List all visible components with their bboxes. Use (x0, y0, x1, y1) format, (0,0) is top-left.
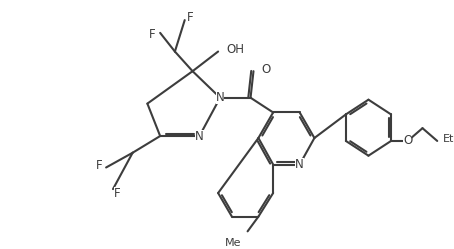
Text: N: N (216, 91, 224, 104)
Text: Et: Et (443, 134, 454, 144)
Text: Me: Me (225, 238, 242, 248)
Text: O: O (262, 63, 271, 76)
Text: N: N (195, 129, 204, 142)
Text: N: N (295, 158, 304, 171)
Text: F: F (95, 159, 102, 172)
Text: OH: OH (226, 43, 244, 56)
Text: F: F (187, 11, 193, 24)
Text: F: F (148, 28, 155, 41)
Text: F: F (114, 187, 121, 199)
Text: O: O (403, 134, 412, 147)
